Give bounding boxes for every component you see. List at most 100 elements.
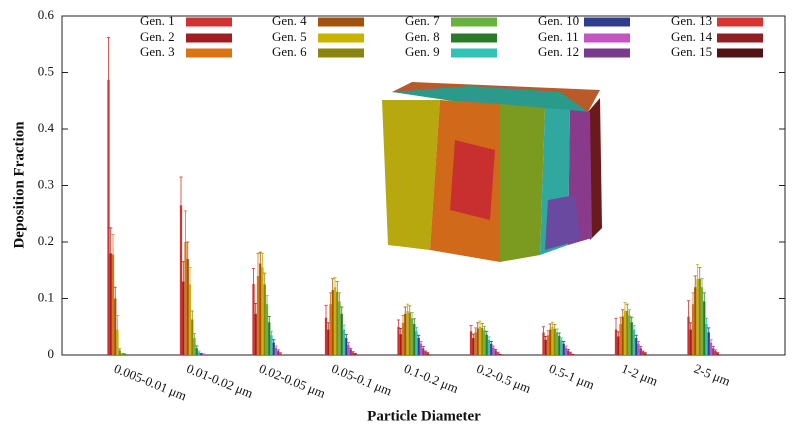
error-bar (614, 317, 618, 330)
bar (186, 258, 189, 355)
bar (703, 301, 706, 355)
bar (628, 315, 631, 355)
legend-label: Gen. 15 (671, 44, 712, 59)
y-tick-label: 0.6 (38, 7, 55, 22)
bar (494, 350, 497, 355)
x-tick-label: 0.02-0.05 μm (257, 361, 328, 401)
legend-swatch (186, 48, 232, 58)
error-bar (192, 333, 197, 339)
bar (646, 354, 649, 355)
error-bar (698, 267, 702, 279)
error-bar (256, 252, 260, 276)
bar (415, 331, 418, 355)
bar (195, 348, 198, 355)
bar (340, 313, 343, 355)
error-bar (711, 346, 715, 349)
bar (116, 329, 119, 355)
error-bar (489, 341, 493, 344)
error-bar (562, 341, 566, 344)
legend-label: Gen. 2 (140, 29, 175, 44)
cube-face-a (382, 100, 440, 250)
legend-swatch (186, 33, 232, 43)
y-tick-label: 0.2 (38, 233, 54, 248)
error-bar (331, 278, 335, 291)
bar (549, 329, 552, 355)
error-bar (702, 292, 706, 302)
error-bar (118, 348, 122, 351)
bar (472, 338, 475, 355)
error-bar (195, 345, 199, 349)
bar (689, 329, 692, 355)
error-bar (625, 303, 629, 311)
error-bar (120, 352, 124, 354)
error-bar (636, 341, 641, 344)
error-bar (559, 337, 564, 341)
bar (265, 304, 269, 355)
error-bar (557, 332, 561, 336)
y-tick-label: 0.1 (38, 289, 54, 304)
y-tick-label: 0.5 (38, 63, 54, 78)
error-bar (541, 326, 546, 333)
error-bar (621, 309, 625, 317)
error-bar (476, 322, 480, 329)
legend-label: Gen. 11 (538, 29, 579, 44)
bar (641, 351, 645, 355)
legend-swatch (717, 33, 763, 43)
bar (193, 338, 196, 355)
bar (691, 304, 695, 355)
error-bar (630, 316, 634, 323)
bar (573, 354, 577, 355)
error-bar (494, 348, 498, 351)
legend-label: Gen. 12 (538, 44, 579, 59)
bar (401, 322, 405, 355)
legend-label: Gen. 7 (405, 13, 440, 28)
error-bar (267, 316, 271, 323)
bar (478, 326, 482, 355)
legend-swatch (451, 33, 497, 43)
bar (200, 353, 203, 355)
bar (281, 354, 284, 355)
x-tick-label: 0.005-0.01 μm (112, 361, 189, 404)
bar (272, 342, 275, 355)
cube-face-d (500, 104, 545, 262)
error-bar (328, 292, 333, 305)
bar (492, 347, 495, 355)
bar (408, 312, 411, 355)
bar (263, 284, 266, 355)
bar (567, 350, 570, 355)
bar (558, 335, 561, 355)
bar (569, 352, 572, 355)
error-bar (421, 346, 425, 349)
bar (487, 339, 491, 355)
y-axis-title: Deposition Fraction (11, 121, 27, 249)
legend-label: Gen. 3 (140, 44, 175, 59)
bar (261, 267, 264, 355)
bar (712, 348, 715, 355)
error-bar (276, 349, 280, 352)
error-bar (346, 342, 351, 345)
bar (347, 344, 350, 355)
error-bar (426, 352, 430, 354)
error-bar (487, 336, 491, 340)
bar (268, 322, 271, 355)
legend-label: Gen. 13 (671, 13, 712, 28)
bar (718, 354, 722, 355)
error-bar (412, 318, 416, 324)
bar (700, 287, 704, 355)
error-bar (634, 334, 638, 339)
legend-label: Gen. 9 (405, 44, 440, 59)
error-bar (639, 346, 643, 349)
bar (544, 339, 547, 355)
bar (644, 353, 647, 355)
error-bar (417, 334, 421, 339)
error-bar (695, 264, 700, 279)
bar (327, 329, 330, 355)
error-bar (689, 322, 693, 330)
bar (626, 310, 629, 355)
bar (501, 354, 504, 355)
legend-swatch (717, 48, 763, 58)
bar (182, 281, 185, 355)
bar (270, 335, 273, 355)
bar (406, 310, 409, 355)
